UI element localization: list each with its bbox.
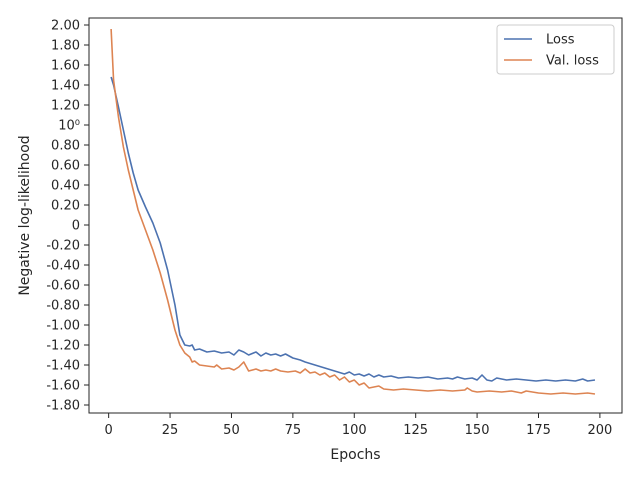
y-tick-label: -1.00 bbox=[46, 319, 80, 334]
y-tick-label: -1.40 bbox=[46, 359, 80, 374]
y-tick-label: 0.20 bbox=[51, 199, 80, 214]
x-tick-label: 175 bbox=[526, 423, 551, 438]
y-tick-label: -0.40 bbox=[46, 259, 80, 274]
y-tick-label: 1.60 bbox=[51, 59, 80, 74]
x-tick-label: 100 bbox=[342, 423, 367, 438]
y-tick-label: -1.20 bbox=[46, 339, 80, 354]
x-tick-label: 150 bbox=[465, 423, 490, 438]
series-line-loss bbox=[110, 76, 596, 382]
x-tick-label: 25 bbox=[162, 423, 179, 438]
y-tick-label: 1.80 bbox=[51, 39, 80, 54]
y-tick-label: -1.60 bbox=[46, 379, 80, 394]
plot-area bbox=[110, 28, 596, 395]
y-tick-label: 0 bbox=[72, 219, 80, 234]
legend: Loss Val. loss bbox=[496, 24, 615, 75]
y-axis: 2.00 1.80 1.60 1.40 1.20 10⁰ 0.80 0.60 0.40 0.20 0… bbox=[46, 19, 89, 414]
y-tick-label: 1.40 bbox=[51, 79, 80, 94]
x-tick-label: 75 bbox=[285, 423, 302, 438]
y-tick-label: -0.60 bbox=[46, 279, 80, 294]
y-tick-label: 0.60 bbox=[51, 159, 80, 174]
axes-frame bbox=[88, 17, 623, 414]
y-tick-label: 0.40 bbox=[51, 179, 80, 194]
x-tick-label: 0 bbox=[105, 423, 113, 438]
x-tick-label: 50 bbox=[223, 423, 240, 438]
y-tick-label: -0.20 bbox=[46, 239, 80, 254]
y-tick-label: 2.00 bbox=[51, 19, 80, 34]
legend-box bbox=[496, 24, 615, 75]
y-tick-label: -0.80 bbox=[46, 299, 80, 314]
legend-label-val-loss: Val. loss bbox=[546, 54, 599, 69]
x-tick-label: 125 bbox=[403, 423, 428, 438]
y-tick-label: 0.80 bbox=[51, 139, 80, 154]
y-tick-label: 10⁰ bbox=[58, 119, 80, 134]
y-tick-label: 1.20 bbox=[51, 99, 80, 114]
y-tick-label: -1.80 bbox=[46, 399, 80, 414]
x-axis: 0 25 50 75 100 125 150 175 200 bbox=[105, 413, 612, 438]
y-axis-label: Negative log-likelihood bbox=[17, 135, 33, 295]
x-tick-label: 200 bbox=[587, 423, 612, 438]
x-axis-label: Epochs bbox=[330, 447, 380, 463]
legend-label-loss: Loss bbox=[546, 33, 575, 48]
series-line-val-loss bbox=[110, 28, 596, 395]
